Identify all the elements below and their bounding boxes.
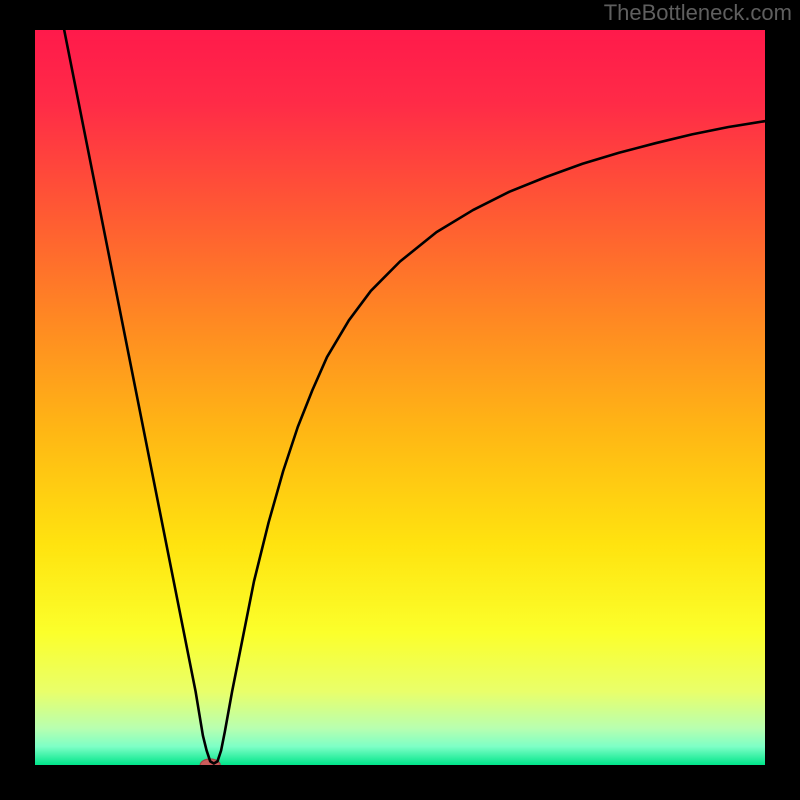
bottleneck-chart: TheBottleneck.com bbox=[0, 0, 800, 800]
chart-gradient-background bbox=[35, 30, 765, 765]
chart-svg bbox=[0, 0, 800, 800]
